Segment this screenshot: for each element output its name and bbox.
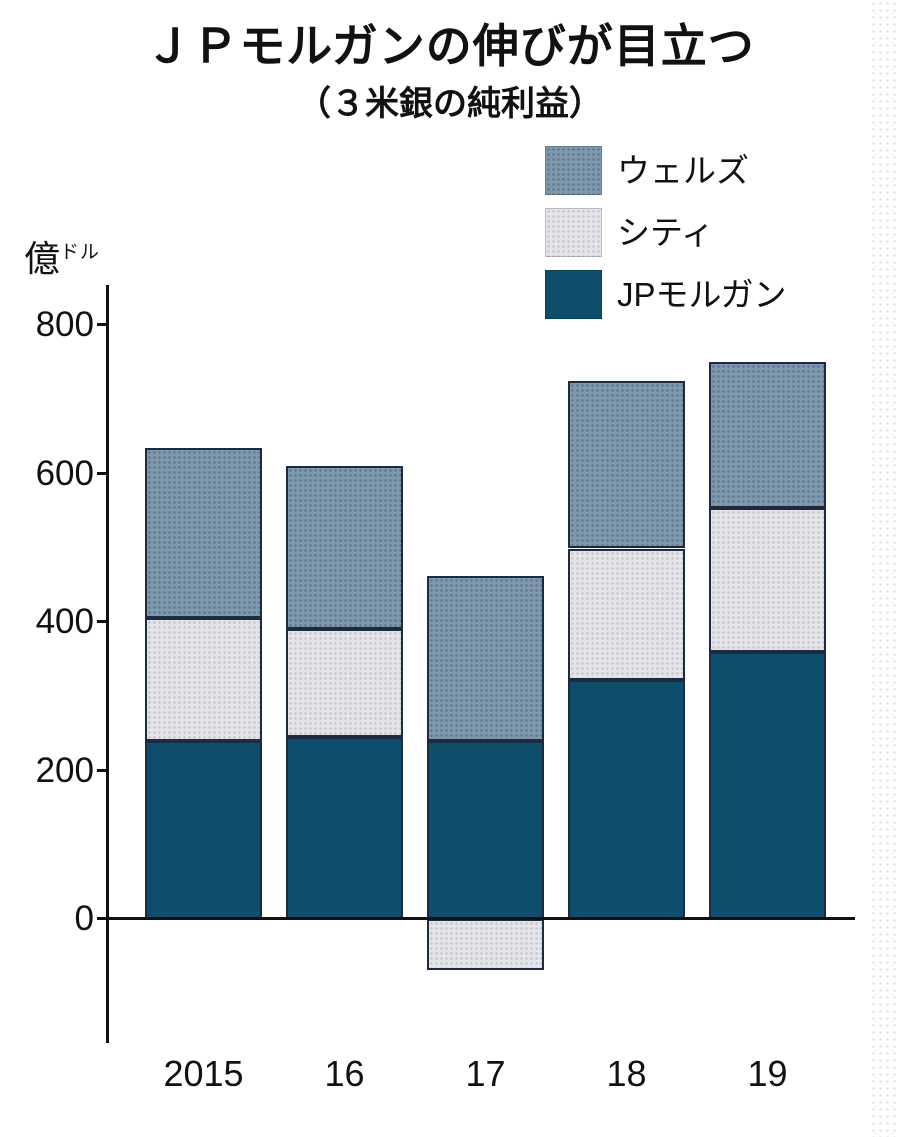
x-tick-label-2015: 2015 bbox=[163, 1053, 244, 1094]
y-axis-unit-label: 億ドル bbox=[24, 230, 100, 282]
legend-swatch-jpm bbox=[545, 270, 602, 319]
bar-segment-wells-19 bbox=[709, 362, 826, 509]
bar-segment-wells-16 bbox=[286, 466, 403, 630]
y-axis-line bbox=[106, 285, 109, 1043]
bar-segment-wells-18 bbox=[568, 380, 685, 549]
chart-title: ＪＰモルガンの伸びが目立つ bbox=[145, 20, 755, 72]
y-axis-unit-sub: ドル bbox=[60, 242, 101, 263]
y-tick-label-0: 0 bbox=[74, 899, 94, 938]
legend-item-jpm: JPモルガン bbox=[545, 270, 787, 319]
bar-segment-wells-2015 bbox=[145, 447, 262, 619]
y-axis-unit-main: 億 bbox=[24, 238, 61, 279]
legend-swatch-wells bbox=[545, 146, 602, 195]
x-tick-label-16: 16 bbox=[324, 1053, 365, 1094]
bar-segment-jpm-2015 bbox=[145, 740, 262, 919]
page-edge-halftone bbox=[870, 0, 900, 1137]
y-tick-label-400: 400 bbox=[35, 602, 94, 641]
zero-baseline bbox=[106, 917, 855, 920]
y-tick-label-600: 600 bbox=[35, 453, 94, 493]
y-tick-mark-600 bbox=[97, 471, 107, 475]
legend-item-citi: シティ bbox=[545, 208, 787, 257]
bar-segment-jpm-18 bbox=[568, 679, 685, 919]
legend: ウェルズ シティ JPモルガン bbox=[545, 146, 787, 319]
y-tick-mark-0 bbox=[97, 917, 107, 920]
bar-segment-citi-2015 bbox=[145, 618, 262, 741]
bar-segment-citi-19 bbox=[709, 508, 826, 652]
chart-subtitle: （３米銀の純利益） bbox=[297, 85, 603, 123]
bar-segment-jpm-17 bbox=[427, 740, 544, 919]
x-tick-label-17: 17 bbox=[465, 1053, 506, 1094]
x-tick-label-19: 19 bbox=[747, 1053, 788, 1094]
legend-swatch-citi bbox=[545, 208, 602, 257]
x-tick-label-18: 18 bbox=[606, 1053, 647, 1094]
y-tick-label-200: 200 bbox=[35, 750, 94, 790]
bar-segment-jpm-19 bbox=[709, 651, 826, 919]
y-tick-mark-200 bbox=[97, 768, 107, 772]
y-tick-label-800: 800 bbox=[35, 305, 94, 344]
legend-label-wells: ウェルズ bbox=[617, 152, 749, 189]
y-tick-mark-400 bbox=[97, 620, 107, 623]
legend-item-wells: ウェルズ bbox=[545, 146, 787, 195]
bar-segment-citi-16 bbox=[286, 629, 403, 738]
bar-segment-wells-17 bbox=[427, 576, 544, 741]
bar-segment-citi-18 bbox=[568, 548, 685, 680]
legend-label-citi: シティ bbox=[617, 214, 715, 251]
bar-segment-jpm-16 bbox=[286, 737, 403, 919]
bar-segment-citi-17 bbox=[427, 919, 544, 970]
legend-label-jpm: JPモルガン bbox=[617, 276, 787, 313]
y-tick-mark-800 bbox=[97, 323, 107, 326]
